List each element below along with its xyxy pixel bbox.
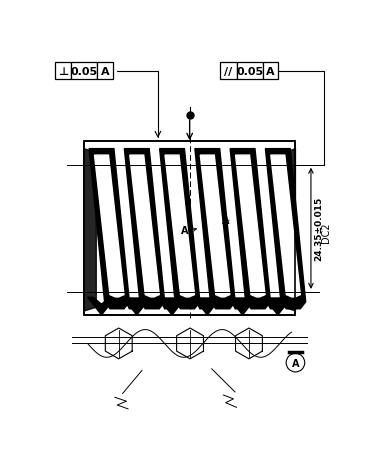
Bar [263, 63, 278, 80]
Polygon shape [230, 298, 251, 309]
Polygon shape [84, 149, 96, 312]
Text: A: A [266, 67, 275, 77]
Polygon shape [123, 298, 151, 315]
Polygon shape [89, 149, 129, 309]
Polygon shape [236, 156, 265, 297]
Bar [84, 142, 296, 315]
Polygon shape [193, 298, 221, 315]
Text: 0.05: 0.05 [70, 67, 98, 77]
Polygon shape [194, 298, 216, 309]
Polygon shape [160, 149, 200, 309]
Text: 0.05: 0.05 [236, 67, 263, 77]
Polygon shape [285, 149, 296, 312]
Polygon shape [195, 149, 235, 309]
Polygon shape [200, 156, 230, 297]
Text: //: // [224, 67, 232, 77]
Polygon shape [264, 298, 292, 315]
Text: DC2: DC2 [321, 222, 332, 243]
Bar [97, 63, 113, 80]
Polygon shape [124, 298, 145, 309]
Text: 24.35±0.015: 24.35±0.015 [314, 197, 323, 261]
Bar [236, 63, 263, 80]
Bar [55, 63, 71, 80]
Bar [84, 142, 296, 315]
Circle shape [286, 354, 305, 372]
Polygon shape [271, 156, 300, 297]
Polygon shape [87, 298, 116, 315]
Text: A: A [292, 358, 299, 368]
Text: ⊥: ⊥ [58, 67, 68, 77]
Polygon shape [94, 156, 124, 297]
Polygon shape [159, 298, 181, 309]
Polygon shape [265, 298, 286, 309]
Bar [220, 63, 236, 80]
Polygon shape [229, 298, 256, 315]
Text: A: A [181, 226, 189, 236]
Polygon shape [158, 298, 186, 315]
Text: A: A [100, 67, 109, 77]
Polygon shape [165, 156, 194, 297]
Polygon shape [124, 149, 165, 309]
Bar [71, 63, 97, 80]
Text: A: A [222, 216, 229, 226]
Polygon shape [230, 149, 270, 309]
Polygon shape [130, 156, 159, 297]
Polygon shape [265, 149, 306, 309]
